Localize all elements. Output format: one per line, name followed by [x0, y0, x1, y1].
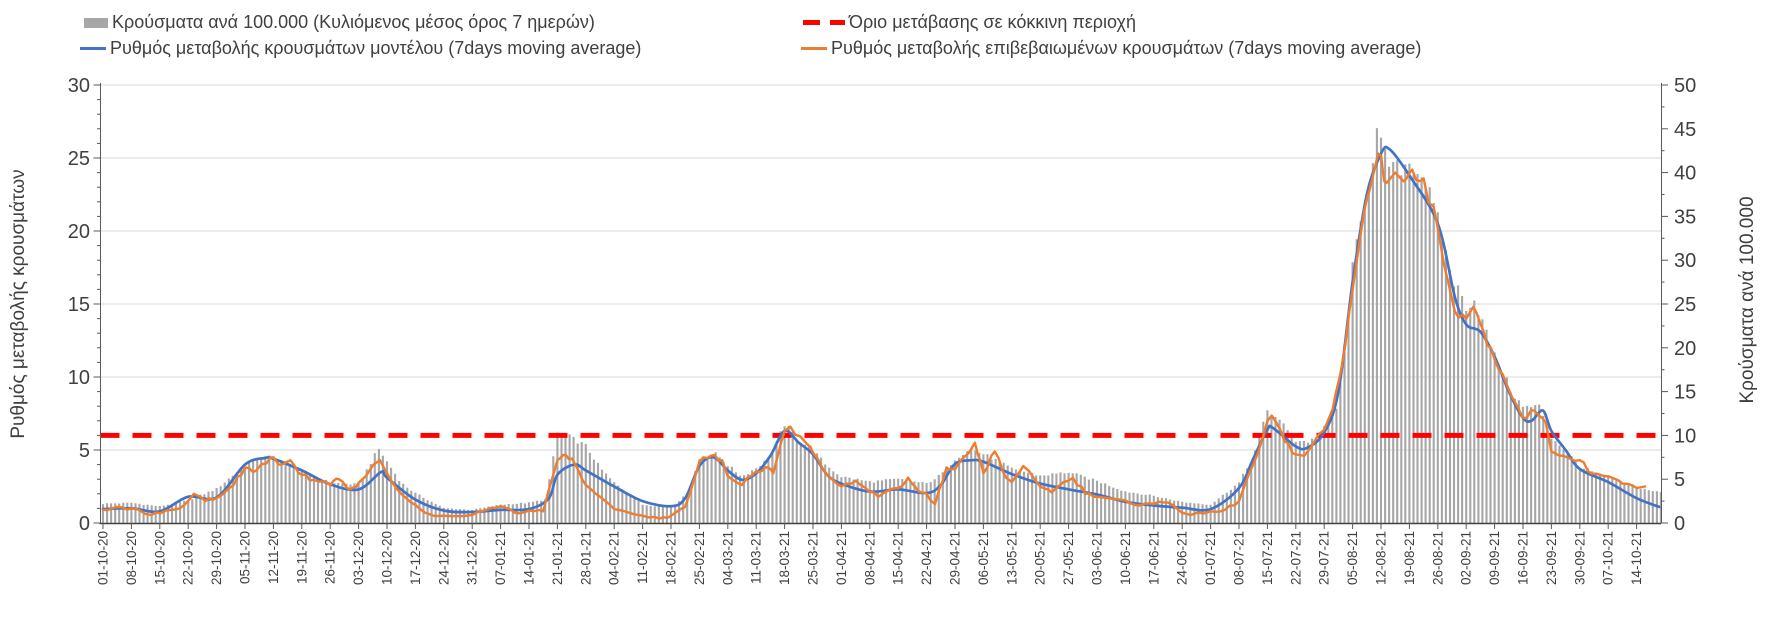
x-tick-label: 22-07-21 — [1288, 531, 1303, 585]
y-right-tick-label: 20 — [1674, 338, 1696, 360]
legend-label-confirmed: Ρυθμός μεταβολής επιβεβαιωμένων κρουσμάτ… — [831, 38, 1422, 58]
x-tick-label: 29-10-20 — [209, 531, 224, 585]
y-right-tick-label: 35 — [1674, 206, 1696, 228]
y-left-tick-label: 5 — [79, 440, 90, 462]
y-axis-left: 0 5 10 15 20 25 30 — [68, 75, 101, 535]
x-tick-label: 24-12-20 — [436, 531, 451, 585]
x-tick-label: 04-02-21 — [607, 531, 622, 585]
cases-bar-swatch-icon — [84, 17, 108, 28]
x-tick-label: 18-03-21 — [777, 531, 792, 585]
legend-item-threshold: Όριο μετάβασης σε κόκκινη περιοχή — [803, 12, 1136, 33]
x-tick-label: 07-10-21 — [1601, 531, 1616, 585]
x-tick-label: 18-02-21 — [664, 531, 679, 585]
x-tick-label: 23-09-21 — [1544, 531, 1559, 585]
x-tick-label: 12-08-21 — [1374, 531, 1389, 585]
x-tick-label: 21-01-21 — [550, 531, 565, 585]
x-tick-label: 15-04-21 — [891, 531, 906, 585]
legend-label-cases: Κρούσματα ανά 100.000 (Κυλιόμενος μέσος … — [112, 12, 595, 32]
confirmed-rate-line — [101, 152, 1647, 520]
x-axis: 01-10-20 08-10-20 15-10-20 22-10-20 29-10-20… — [96, 522, 1661, 585]
x-tick-label: 02-09-21 — [1459, 531, 1474, 585]
x-tick-label: 14-10-21 — [1629, 531, 1644, 585]
x-tick-label: 17-12-20 — [408, 531, 423, 585]
x-tick-label: 14-01-21 — [522, 531, 537, 585]
y-right-tick-label: 50 — [1674, 75, 1696, 97]
x-tick-label: 05-08-21 — [1345, 531, 1360, 585]
y-right-tick-label: 0 — [1674, 513, 1685, 535]
x-tick-label: 27-05-21 — [1061, 531, 1076, 585]
y-right-tick-label: 40 — [1674, 163, 1696, 185]
y-left-tick-label: 0 — [79, 513, 90, 535]
x-tick-label: 17-06-21 — [1146, 531, 1161, 585]
legend-item-model: Ρυθμός μεταβολής κρουσμάτων μοντέλου (7d… — [80, 38, 641, 59]
x-tick-label: 26-08-21 — [1430, 531, 1445, 585]
x-tick-label: 04-03-21 — [720, 531, 735, 585]
y-left-tick-label: 25 — [68, 148, 90, 170]
legend-label-threshold: Όριο μετάβασης σε κόκκινη περιοχή — [849, 12, 1137, 32]
x-tick-label: 01-07-21 — [1203, 531, 1218, 585]
x-tick-label: 03-06-21 — [1090, 531, 1105, 585]
x-tick-label: 25-02-21 — [692, 531, 707, 585]
x-tick-label: 19-08-21 — [1402, 531, 1417, 585]
x-tick-label: 01-04-21 — [834, 531, 849, 585]
x-tick-label: 29-07-21 — [1317, 531, 1332, 585]
x-tick-label: 06-05-21 — [976, 531, 991, 585]
y-right-tick-label: 5 — [1674, 469, 1685, 491]
model-line-swatch-icon — [80, 47, 106, 50]
x-tick-label: 05-11-20 — [238, 531, 253, 584]
legend-item-cases: Κρούσματα ανά 100.000 (Κυλιόμενος μέσος … — [84, 12, 595, 33]
x-tick-label: 10-12-20 — [380, 531, 395, 585]
x-tick-label: 31-12-20 — [465, 531, 480, 585]
y-axis-left-title: Ρυθμός μεταβολής κρουσμάτων — [8, 169, 29, 438]
x-tick-label: 11-03-21 — [749, 531, 764, 584]
x-tick-label: 20-05-21 — [1033, 531, 1048, 585]
legend-label-model: Ρυθμός μεταβολής κρουσμάτων μοντέλου (7d… — [110, 38, 642, 58]
x-tick-label: 13-05-21 — [1004, 531, 1019, 585]
y-left-tick-label: 30 — [68, 75, 90, 97]
x-tick-label: 29-04-21 — [948, 531, 963, 585]
y-axis-right: 0 5 10 15 20 25 30 35 40 45 50 — [1661, 75, 1696, 535]
x-tick-label: 19-11-20 — [294, 531, 309, 584]
gridlines — [100, 84, 1661, 451]
y-right-tick-label: 30 — [1674, 250, 1696, 272]
y-axis-right-title: Κρούσματα ανά 100.000 — [1737, 196, 1758, 403]
x-tick-label: 03-12-20 — [351, 531, 366, 585]
y-left-tick-label: 20 — [68, 221, 90, 243]
x-tick-label: 11-02-21 — [635, 531, 650, 584]
x-tick-label: 15-07-21 — [1260, 531, 1275, 585]
x-tick-label: 16-09-21 — [1516, 531, 1531, 585]
x-tick-label: 12-11-20 — [266, 531, 281, 584]
cases-bars-series — [101, 128, 1662, 523]
threshold-dash-swatch-icon — [803, 20, 845, 25]
x-tick-label: 08-07-21 — [1232, 531, 1247, 585]
x-tick-label: 30-09-21 — [1572, 531, 1587, 585]
x-tick-label: 22-10-20 — [181, 531, 196, 585]
y-left-tick-label: 10 — [68, 367, 90, 389]
x-tick-label: 10-06-21 — [1118, 531, 1133, 585]
y-right-tick-label: 25 — [1674, 294, 1696, 316]
y-right-tick-label: 45 — [1674, 119, 1696, 141]
x-tick-label: 07-01-21 — [493, 531, 508, 585]
confirmed-line-swatch-icon — [801, 47, 827, 50]
x-tick-label: 08-10-20 — [124, 531, 139, 585]
x-tick-label: 22-04-21 — [919, 531, 934, 585]
x-tick-label: 28-01-21 — [578, 531, 593, 585]
x-tick-label: 26-11-20 — [323, 531, 338, 584]
y-right-tick-label: 10 — [1674, 425, 1696, 447]
y-right-tick-label: 15 — [1674, 382, 1696, 404]
x-tick-label: 15-10-20 — [152, 531, 167, 585]
y-left-tick-label: 15 — [68, 294, 90, 316]
x-tick-label: 08-04-21 — [862, 531, 877, 585]
legend-item-confirmed: Ρυθμός μεταβολής επιβεβαιωμένων κρουσμάτ… — [801, 38, 1421, 59]
x-tick-label: 24-06-21 — [1175, 531, 1190, 585]
x-tick-label: 25-03-21 — [806, 531, 821, 585]
x-tick-label: 09-09-21 — [1487, 531, 1502, 585]
x-tick-label: 01-10-20 — [96, 531, 111, 585]
